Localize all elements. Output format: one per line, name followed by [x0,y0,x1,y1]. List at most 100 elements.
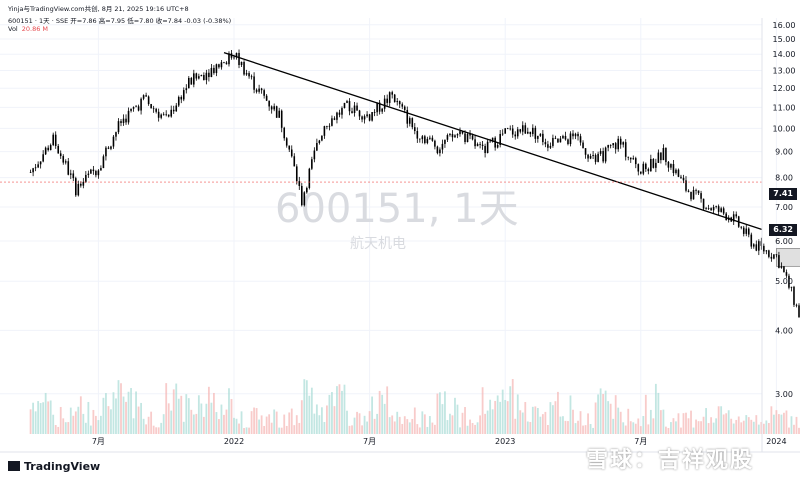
candle-body [629,157,632,160]
candle-body [521,125,524,132]
volume-bar [197,395,200,434]
time-axis[interactable]: 7月20227月20237月20247月20257月20267月 [0,437,800,453]
candle-body [627,156,630,158]
volume-bar [770,406,773,434]
candle-body [137,106,140,111]
volume-bar [308,395,311,434]
volume-bar [579,411,582,434]
candle-body [90,169,92,174]
candle-body [481,144,484,146]
candle-body [223,62,225,64]
candle-body [127,110,130,123]
volume-bar [602,394,605,434]
volume-bar [215,412,218,434]
volume-value: 20.86 M [21,25,49,33]
volume-bar [677,413,680,434]
candle-body [95,171,97,176]
volume-bar [225,409,228,434]
candle-body [82,181,85,186]
candle-body [235,52,238,58]
volume-bar [780,414,783,434]
volume-bar [785,410,788,434]
volume-bar [240,411,243,434]
watermark-symbol: 600151, 1天 [275,186,519,232]
candle-body [147,96,150,105]
volume-legend[interactable]: Vol 20.86 M [8,25,48,33]
volume-bar [690,410,692,434]
candle-body [87,173,90,175]
candle-body [735,214,738,217]
candle-body [567,139,569,145]
candle-body [105,147,107,157]
tradingview-logo[interactable]: TradingView [8,460,100,473]
candle-body [446,135,449,140]
candle-body [484,145,486,154]
candle-body [572,133,574,137]
descending-trendline [223,52,763,231]
candle-body [328,125,331,127]
candle-body [69,173,72,175]
volume-bar [386,386,389,434]
candle-body [132,107,135,109]
candle-body [647,169,650,172]
volume-bar [516,394,519,434]
candle-body [167,114,170,117]
annotations: (a)(b)(c)(d) [0,52,763,231]
volume-bar [348,425,351,434]
volume-bar [34,411,37,434]
candle-body [557,138,559,143]
candle-body [303,192,306,206]
candle-body [313,150,316,160]
volume-bar [77,406,80,434]
xueqiu-watermark: 雪球：吉祥观股 [586,448,755,473]
volume-bar [665,426,667,434]
volume-bar [218,419,220,434]
candle-body [107,147,110,149]
candle-body [393,94,396,103]
candle-body [506,128,509,130]
volume-bar [220,404,223,434]
volume-bar [182,421,185,434]
volume-bar [270,422,273,434]
volume-bar [192,414,195,434]
candle-body [715,206,717,207]
volume-bar [125,401,127,434]
candle-body [165,114,167,116]
volume-bar [363,415,366,434]
symbol-ohlc-legend[interactable]: 600151 · 1天 · SSE 开=7.86 高=7.95 低=7.80 收… [8,17,232,25]
volume-bar [245,427,248,434]
candle-body [162,114,165,116]
candle-body [559,138,562,143]
volume-bar [740,422,743,434]
candle-body [690,191,692,200]
candle-body [44,147,47,155]
price-tag-6-32: 6.32 [769,223,797,236]
candle-body [755,244,758,251]
candle-body [554,137,557,139]
volume-bar [574,423,577,434]
volume-bar [569,395,572,434]
volume-bar [760,421,763,434]
candle-body [200,75,203,77]
candle-body [652,158,655,168]
volume-bar [92,409,95,434]
candle-body [117,121,120,133]
candle-body [692,190,695,200]
price-axis[interactable]: 3.00 4.00 5.00 6.00 7.00 8.00 9.00 10.00 11.00 12… [761,18,795,452]
candle-body [358,110,361,117]
candle-body [642,163,645,174]
volume-bar [371,396,374,434]
volume-bar [238,423,240,434]
support-zone [776,248,800,267]
x-tick-label: 7月 [363,437,376,446]
volume-bar [795,416,798,434]
volume-bar [207,386,210,434]
candle-body [77,183,80,196]
candle-body [67,161,70,175]
volume-bar [72,415,75,434]
candle-body [434,140,436,147]
candle-body [456,134,459,136]
volume-bar [546,425,549,434]
candle-body [768,250,770,257]
